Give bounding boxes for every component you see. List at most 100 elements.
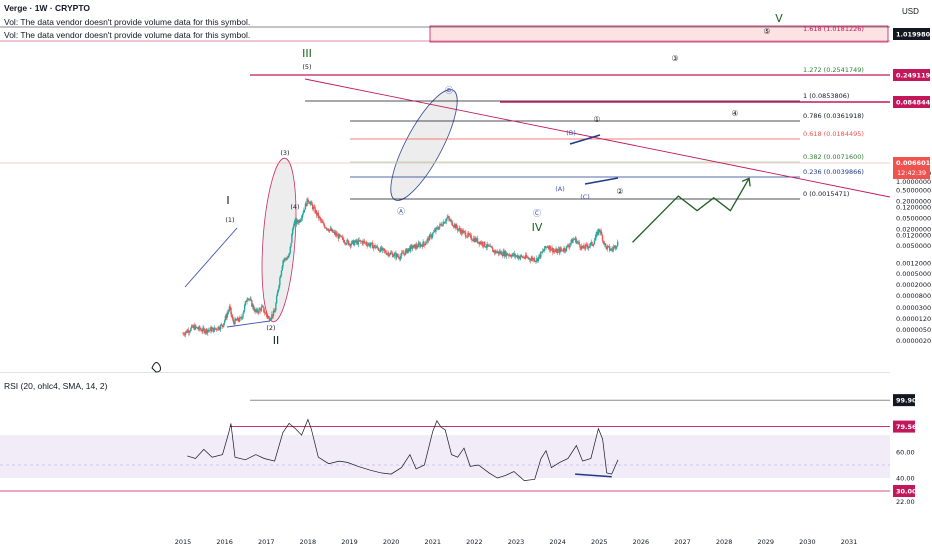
candle [324, 227, 327, 229]
candle [411, 243, 413, 253]
candle-body [482, 245, 484, 247]
candle-body [192, 325, 195, 328]
candle [594, 235, 596, 241]
candle [286, 255, 288, 261]
candle [426, 238, 428, 245]
candle-body [332, 232, 335, 233]
candle-body [596, 231, 598, 235]
price-tick: 0.2000000 [896, 197, 931, 205]
rsi-level-badge: 30.00 [896, 488, 917, 496]
candle [491, 247, 493, 249]
candle [455, 222, 457, 229]
candle [422, 239, 424, 248]
candle-body [544, 246, 547, 248]
candle-body [563, 248, 565, 252]
candle-body [193, 325, 195, 330]
candle [283, 257, 286, 263]
candle-body [592, 244, 595, 246]
candle-body [187, 330, 189, 333]
price-tick: 0.1200000 [896, 204, 931, 212]
candle [275, 294, 278, 304]
candle [270, 317, 272, 321]
candle-body [240, 317, 243, 319]
candle [560, 247, 563, 253]
candle-body [550, 249, 552, 251]
candle-body [333, 231, 335, 233]
candle-body [230, 307, 232, 315]
candle-body [224, 315, 227, 321]
candle-body [516, 255, 518, 257]
candle-body [419, 243, 421, 247]
candle [435, 227, 437, 235]
candle [305, 202, 307, 207]
candle-body [581, 246, 584, 248]
candle [439, 222, 441, 229]
candle-body [461, 229, 464, 234]
candle-body [427, 237, 429, 240]
candle [598, 229, 600, 232]
candle-body [395, 253, 397, 258]
candle-body [486, 243, 488, 248]
candle-body [369, 245, 372, 247]
candle-body [612, 247, 615, 250]
candle [460, 228, 462, 235]
candle [195, 324, 197, 330]
candle-body [609, 249, 612, 251]
candle [552, 248, 555, 254]
candle-body [371, 242, 373, 244]
candle-body [450, 219, 452, 221]
candle-body [211, 328, 213, 332]
candle [383, 248, 385, 254]
candle [482, 245, 484, 249]
candle [201, 328, 203, 334]
candle [412, 245, 415, 248]
candle-body [318, 216, 320, 218]
candle [335, 230, 338, 238]
year-tick: 2021 [424, 538, 441, 546]
candle [360, 239, 362, 244]
candle-body [263, 307, 265, 313]
candle [444, 221, 446, 224]
candle-body [412, 245, 415, 248]
candle [535, 260, 537, 264]
candle [576, 240, 579, 245]
year-tick: 2024 [549, 538, 566, 546]
candle [610, 248, 612, 252]
candle [266, 314, 268, 320]
candle-body [194, 325, 196, 330]
candle-body [390, 252, 392, 254]
candle [509, 253, 512, 257]
candle-body [462, 231, 464, 234]
candle [563, 245, 565, 254]
wave-i-upper-line [184, 227, 238, 288]
candle-body [303, 210, 305, 213]
candle [609, 247, 612, 251]
candle-body [206, 328, 208, 333]
candle-body [505, 252, 508, 257]
candle [299, 218, 301, 224]
candle-body [612, 249, 614, 251]
candle [527, 255, 529, 260]
candle-body [199, 326, 201, 330]
fib-1-label: 1 (0.0853806) [803, 92, 849, 100]
candle [462, 228, 464, 234]
price-badge: 0.0848447 [896, 99, 932, 107]
candle [392, 253, 395, 258]
candle-body [271, 314, 273, 319]
candle [358, 236, 360, 242]
candle [480, 240, 482, 245]
pane-divider[interactable] [0, 372, 890, 373]
candle [615, 246, 617, 250]
candle [414, 244, 416, 250]
candle [351, 240, 353, 245]
candle [338, 233, 340, 239]
candle [500, 250, 503, 256]
candle [185, 330, 187, 335]
candle [473, 235, 476, 243]
candle-body [336, 234, 339, 236]
price-tick: 0.0005000 [896, 270, 931, 278]
year-tick: 2022 [466, 538, 483, 546]
candle [211, 326, 213, 333]
